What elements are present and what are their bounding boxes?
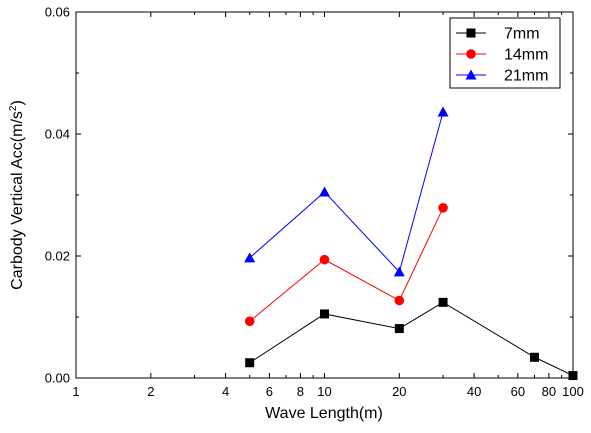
legend-marker <box>466 49 476 59</box>
x-tick-label: 40 <box>467 384 481 399</box>
x-tick-label: 20 <box>392 384 406 399</box>
data-point <box>319 254 330 265</box>
x-tick-label: 1 <box>72 384 79 399</box>
x-tick-label: 6 <box>266 384 273 399</box>
y-tick-label: 0.06 <box>45 5 70 20</box>
data-point <box>438 203 448 213</box>
y-tick-label: 0.00 <box>45 371 70 386</box>
data-point <box>530 352 540 362</box>
y-tick-label: 0.02 <box>45 249 70 264</box>
data-point <box>245 358 255 368</box>
x-axis-title: Wave Length(m) <box>265 405 383 422</box>
legend-items: 7mm 14mm 21mm <box>456 26 548 85</box>
data-point <box>319 186 330 197</box>
axis-ticks <box>75 11 574 379</box>
series-7mm <box>245 297 578 381</box>
series-layer <box>244 106 578 381</box>
tick-labels: 1 2 4 6 8 10 20 40 60 80 100 0.00 0.02 0.04 0.06 <box>45 5 584 400</box>
x-tick-label: 2 <box>147 384 154 399</box>
x-tick-label: 10 <box>317 384 331 399</box>
data-point <box>244 316 255 327</box>
series-line <box>249 301 574 377</box>
x-tick-label: 60 <box>511 384 525 399</box>
legend-label: 14mm <box>504 47 548 64</box>
legend: 7mm 14mm 21mm <box>449 17 561 89</box>
legend-item: 14mm <box>456 47 548 64</box>
legend-marker <box>466 28 476 38</box>
y-tick-label: 0.04 <box>45 127 70 142</box>
legend-marker <box>465 69 477 80</box>
x-tick-label: 4 <box>222 384 229 399</box>
y-axis-title: Carbody Vertical Acc(m/s2) <box>8 100 26 290</box>
data-point <box>568 371 578 381</box>
y-axis-title-main: Carbody Vertical Acc(m/s <box>9 111 26 290</box>
series-line <box>249 111 444 273</box>
legend-label: 21mm <box>504 68 548 85</box>
data-point <box>438 297 448 307</box>
x-tick-label: 100 <box>562 384 584 399</box>
y-axis-title-suffix: ) <box>9 100 26 105</box>
x-tick-label: 8 <box>297 384 304 399</box>
data-point <box>393 266 405 277</box>
y-axis-title-superscript: 2 <box>8 105 19 111</box>
data-point <box>394 324 404 334</box>
series-14mm <box>244 203 448 327</box>
data-point <box>437 106 449 117</box>
series-21mm <box>244 106 449 277</box>
series-line <box>249 207 444 322</box>
legend-label: 7mm <box>504 26 540 43</box>
data-point <box>320 309 329 319</box>
x-tick-label: 80 <box>542 384 556 399</box>
data-point <box>394 295 405 306</box>
data-point <box>244 252 256 263</box>
legend-item: 21mm <box>456 68 548 85</box>
legend-item: 7mm <box>456 26 540 43</box>
